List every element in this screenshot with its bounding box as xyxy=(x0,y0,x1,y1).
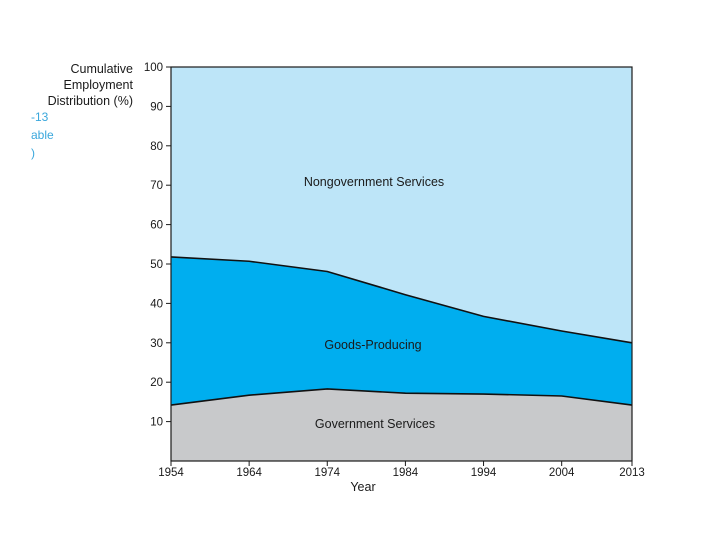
x-axis-ticks: 1954 1964 1974 1984 1994 2004 2013 xyxy=(158,461,645,479)
x-tick-label-1974: 1974 xyxy=(314,467,340,479)
boundary-lines-group xyxy=(170,256,633,406)
y-tick-label-70: 70 xyxy=(150,180,163,192)
area-series-group xyxy=(171,67,632,461)
y-tick-label-20: 20 xyxy=(150,377,163,389)
boundary-line-government-services xyxy=(170,388,633,406)
clipped-text-fragment-1: -13 xyxy=(31,110,49,124)
x-tick-label-1964: 1964 xyxy=(236,467,262,479)
region-label-government: Government Services xyxy=(315,417,435,431)
area-goods-producing xyxy=(171,256,632,406)
y-tick-label-60: 60 xyxy=(150,220,163,232)
y-tick-label-30: 30 xyxy=(150,338,163,350)
y-axis-label-line-3: Distribution (%) xyxy=(48,94,133,108)
y-tick-label-40: 40 xyxy=(150,298,163,310)
y-tick-label-50: 50 xyxy=(150,259,163,271)
x-axis-label: Year xyxy=(350,480,375,494)
y-tick-label-90: 90 xyxy=(150,101,163,113)
x-tick-label-1984: 1984 xyxy=(393,467,419,479)
y-tick-label-10: 10 xyxy=(150,417,163,429)
region-label-goods-producing: Goods-Producing xyxy=(324,338,421,352)
y-axis-label-line-2: Employment xyxy=(64,78,134,92)
x-tick-label-1994: 1994 xyxy=(471,467,497,479)
x-tick-label-1954: 1954 xyxy=(158,467,184,479)
y-tick-label-80: 80 xyxy=(150,141,163,153)
y-axis-ticks: 10 20 30 40 50 60 70 80 90 100 xyxy=(144,62,171,429)
boundary-line-goods-producing xyxy=(170,256,633,344)
x-tick-label-2013: 2013 xyxy=(619,467,645,479)
clipped-text-fragment-3: ) xyxy=(31,146,35,160)
area-government-services xyxy=(171,388,632,461)
area-nongovernment-services xyxy=(171,67,632,343)
y-axis-label-line-1: Cumulative xyxy=(70,62,133,76)
x-tick-label-2004: 2004 xyxy=(549,467,575,479)
region-label-nongovernment: Nongovernment Services xyxy=(304,175,444,189)
clipped-text-fragment-2: able xyxy=(31,128,54,142)
y-tick-label-100: 100 xyxy=(144,62,163,74)
